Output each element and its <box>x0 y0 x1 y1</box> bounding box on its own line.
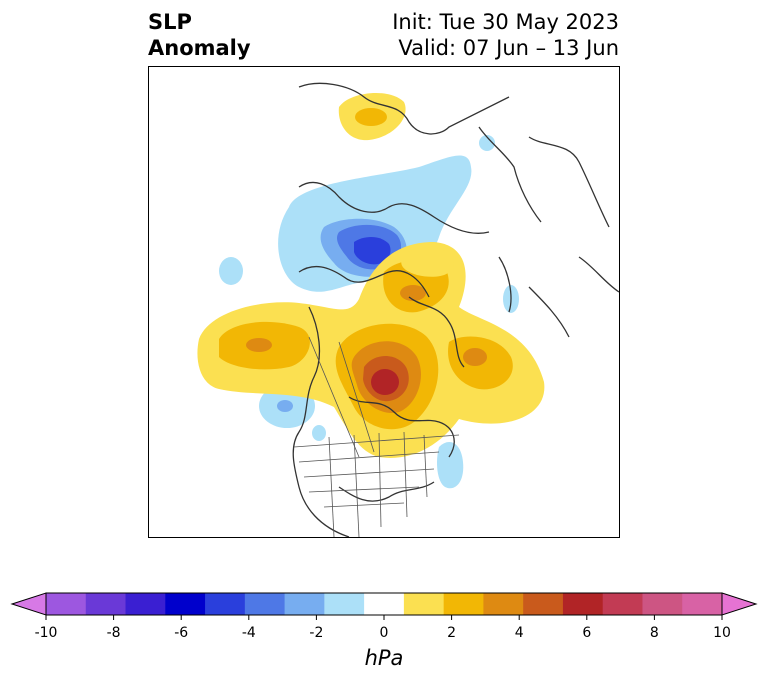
colorbar-segment <box>244 593 286 615</box>
colorbar-arrow-max <box>721 592 758 616</box>
colorbar: -10 -8 -6 -4 -2 0 2 4 6 8 10 hPa <box>0 580 768 684</box>
colorbar-tick-label: -4 <box>241 625 256 641</box>
colorbar-segment <box>483 593 524 615</box>
colorbar-tick-label: 10 <box>713 625 731 641</box>
colorbar-segment <box>443 593 484 615</box>
colorbar-tick-label: -10 <box>34 625 58 641</box>
colorbar-segment <box>284 593 325 615</box>
positive-anomaly-regions <box>197 92 545 458</box>
colorbar-segment <box>165 593 206 615</box>
colorbar-tick-label: 2 <box>447 625 457 641</box>
valid-date-label: Valid: 07 Jun – 13 Jun <box>398 36 619 60</box>
init-date-label: Init: Tue 30 May 2023 <box>392 10 619 34</box>
colorbar-segment <box>682 593 723 615</box>
colorbar-tick-label: 8 <box>649 625 659 641</box>
anomaly-map <box>197 82 619 537</box>
colorbar-segment <box>85 593 127 615</box>
map-panel <box>148 66 620 538</box>
colorbar-tick-label: 0 <box>379 625 389 641</box>
colorbar-segment <box>205 593 246 615</box>
title-block-left: SLP Anomaly <box>148 9 251 61</box>
colorbar-segment <box>324 593 365 615</box>
title-block-right: Init: Tue 30 May 2023 Valid: 07 Jun – 13… <box>392 9 619 61</box>
colorbar-segment <box>602 593 643 615</box>
colorbar-tick-label: 6 <box>582 625 592 641</box>
colorbar-bar <box>10 592 758 620</box>
colorbar-tick-label: -2 <box>309 625 324 641</box>
colorbar-segment <box>125 593 166 615</box>
colorbar-segment <box>46 593 87 615</box>
colorbar-tick-label: 4 <box>514 625 524 641</box>
title-anomaly: Anomaly <box>148 36 251 60</box>
title-variable: SLP <box>148 10 192 34</box>
colorbar-segment <box>523 593 564 615</box>
colorbar-segment <box>642 593 683 615</box>
colorbar-segment <box>562 593 604 615</box>
colorbar-unit-label: hPa <box>364 646 404 670</box>
colorbar-arrow-min <box>10 592 47 616</box>
colorbar-tick-label: -6 <box>174 625 189 641</box>
colorbar-tick-label: -8 <box>106 625 121 641</box>
colorbar-segment <box>364 593 405 615</box>
us-state-borders <box>293 336 460 537</box>
colorbar-segment <box>403 593 445 615</box>
